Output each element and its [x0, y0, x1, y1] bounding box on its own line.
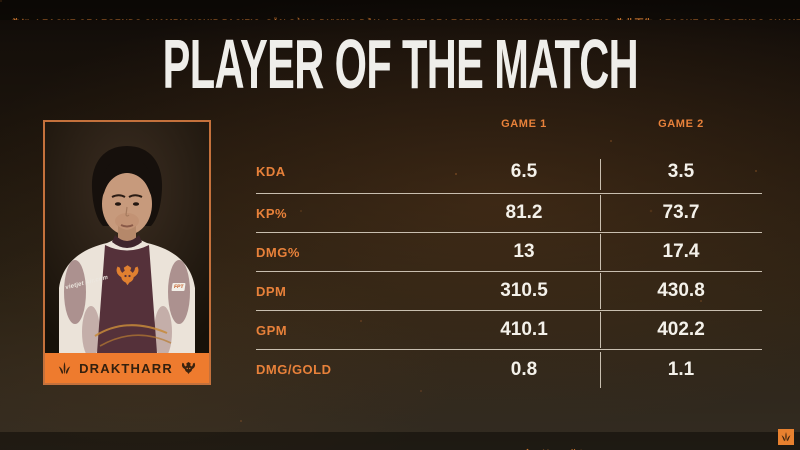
stats-row-dmg-pct: DMG% 13 17.4 [256, 233, 762, 272]
stat-label: DPM [256, 283, 287, 299]
stats-header-row: GAME 1 GAME 2 [256, 114, 762, 150]
stat-value-game2: 402.2 [600, 312, 762, 348]
stat-value-game2: 17.4 [600, 234, 762, 270]
stat-value-game2: 73.7 [600, 195, 762, 231]
title-container: PLAYER OF THE MATCH [0, 24, 800, 103]
stat-value-game1: 0.8 [510, 358, 538, 380]
player-name-bar: DRAKTHARR [45, 353, 209, 383]
stat-label: DMG% [256, 244, 300, 260]
top-ticker: 為に LEAGUE OF LEGENDS CHAMPIONSHIP PACIFI… [0, 0, 800, 20]
stats-row-kp: KP% 81.2 73.7 [256, 194, 762, 233]
stat-value-game1: 410.1 [500, 319, 548, 340]
player-portrait-illustration [45, 122, 209, 353]
bottom-ticker: UNTUK INI LEAGUE OF LEGENDS CHAMPIONSHIP… [0, 432, 800, 450]
stats-row-kda: KDA 6.5 3.5 [256, 150, 762, 194]
stat-label: KDA [256, 164, 286, 179]
stat-value-game1: 310.5 [500, 280, 548, 301]
stat-label: KP% [256, 205, 288, 221]
top-ticker-text: 為に LEAGUE OF LEGENDS CHAMPIONSHIP PACIFI… [12, 18, 800, 20]
stat-value-game1: 13 [513, 241, 535, 262]
stat-value-game2: 3.5 [600, 158, 762, 190]
stat-value-game1: 6.5 [510, 160, 538, 182]
grass-icon [58, 361, 71, 375]
jersey-sponsor-right: FPT [171, 283, 187, 291]
team-crest-icon [116, 265, 139, 286]
player-photo: vietjet Air.com FPT [45, 122, 209, 353]
stat-value-game2: 1.1 [600, 351, 762, 388]
stats-row-gpm: GPM 410.1 402.2 [256, 311, 762, 350]
page-title: PLAYER OF THE MATCH [162, 25, 638, 103]
stat-value-game1: 81.2 [505, 202, 543, 223]
stat-label: GPM [256, 322, 288, 338]
player-card: vietjet Air.com FPT DRAKTHARR [43, 120, 211, 385]
column-header-game2: GAME 2 [658, 118, 704, 130]
corner-badge-icon [781, 432, 791, 442]
corner-badge [778, 429, 794, 445]
stats-row-dmg-gold: DMG/GOLD 0.8 1.1 [256, 350, 762, 389]
stat-value-game2: 430.8 [600, 273, 762, 309]
column-header-game1: GAME 1 [501, 118, 547, 130]
team-logo-icon [181, 361, 196, 375]
stats-row-dpm: DPM 310.5 430.8 [256, 272, 762, 311]
stat-label: DMG/GOLD [256, 362, 332, 377]
player-name: DRAKTHARR [79, 360, 173, 376]
stats-table: GAME 1 GAME 2 KDA 6.5 3.5 KP% 81.2 73.7 … [256, 114, 762, 389]
